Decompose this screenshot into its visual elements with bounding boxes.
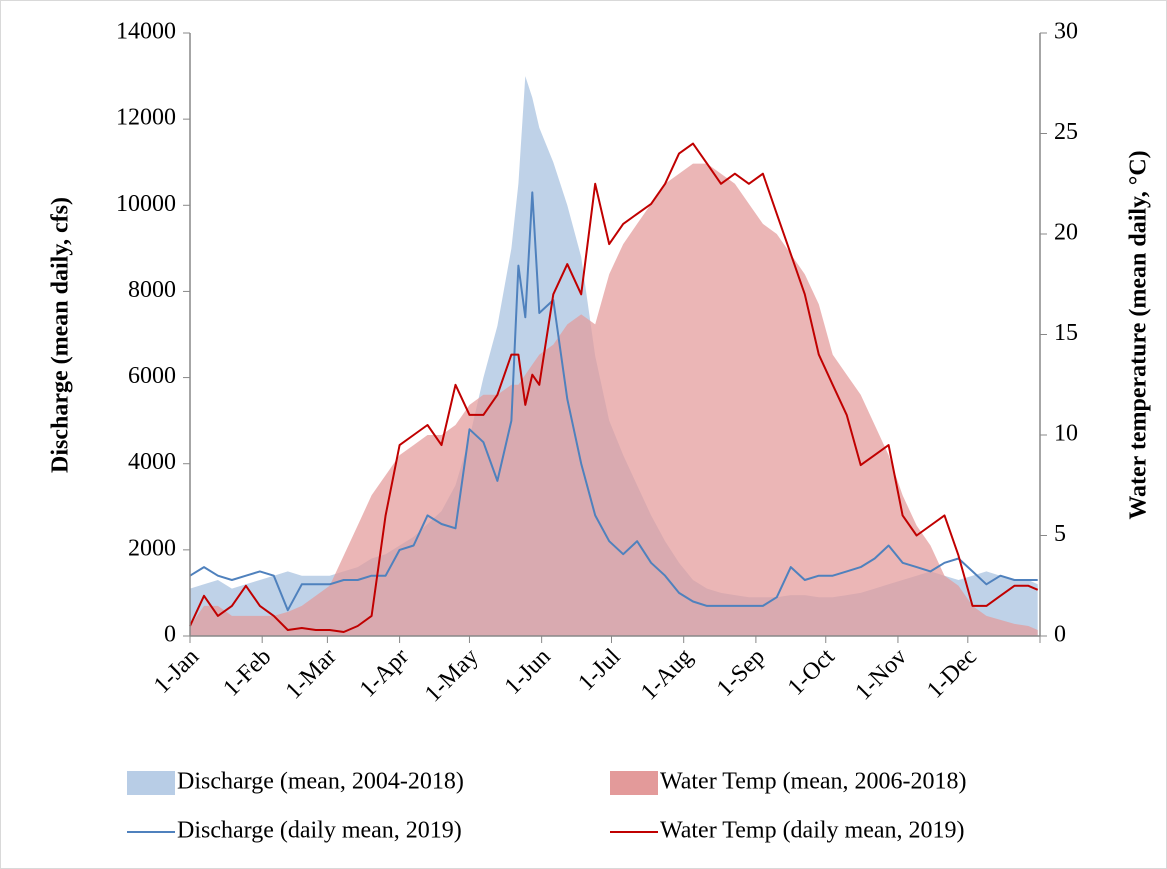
line — [189, 142, 1039, 633]
y2-axis-title: Water temperature (mean daily, °C) — [1126, 150, 1152, 519]
legend-label: Water Temp (daily mean, 2019) — [660, 818, 965, 844]
y-tick-label: 14000 — [116, 19, 176, 45]
line — [189, 191, 1038, 612]
y2-tick-label: 25 — [1054, 119, 1078, 145]
y2-tick-label: 20 — [1054, 220, 1078, 246]
y-axis-title: Discharge (mean daily, cfs) — [48, 197, 74, 473]
y-tick-label: 8000 — [128, 277, 176, 303]
y2-tick-label: 10 — [1054, 421, 1078, 447]
y2-tick-label: 15 — [1054, 320, 1078, 346]
legend-swatch — [127, 771, 175, 795]
legend-swatch — [610, 771, 658, 795]
y2-tick-label: 30 — [1054, 19, 1078, 45]
legend-label: Discharge (mean, 2004-2018) — [177, 769, 464, 795]
area — [190, 163, 1038, 636]
y-tick-label: 0 — [164, 622, 176, 648]
y2-tick-label: 5 — [1054, 521, 1066, 547]
y-tick-label: 4000 — [128, 449, 176, 475]
y-tick-label: 10000 — [116, 191, 176, 217]
legend-label: Discharge (daily mean, 2019) — [177, 818, 462, 844]
y2-tick-label: 0 — [1054, 622, 1066, 648]
y-tick-label: 12000 — [116, 105, 176, 131]
y-tick-label: 6000 — [128, 363, 176, 389]
y-tick-label: 2000 — [128, 535, 176, 561]
legend-label: Water Temp (mean, 2006-2018) — [660, 769, 967, 795]
